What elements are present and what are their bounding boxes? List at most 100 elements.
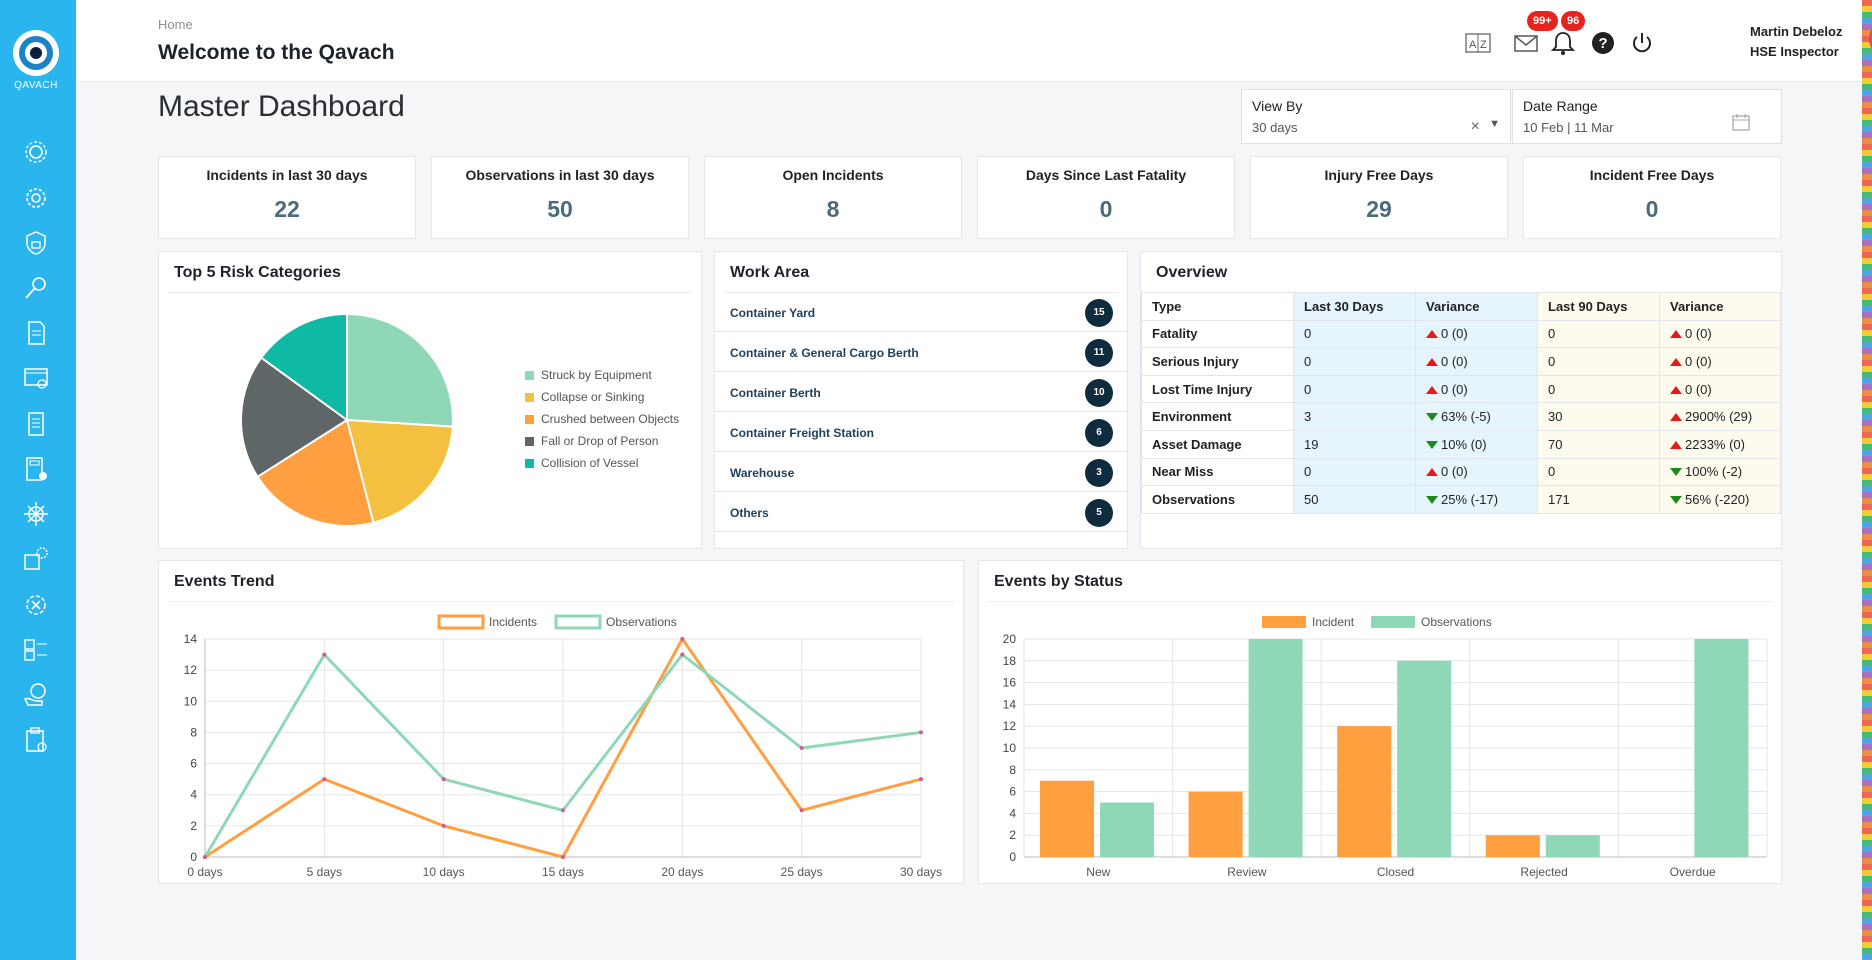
- kpi-days-since-fatality[interactable]: Days Since Last Fatality 0: [977, 156, 1235, 239]
- legend-item[interactable]: Collision of Vessel: [525, 456, 638, 470]
- user-role: HSE Inspector: [1750, 44, 1839, 59]
- kpi-incidents-30-days[interactable]: Incidents in last 30 days 22: [158, 156, 416, 239]
- panel-title: Top 5 Risk Categories: [174, 264, 341, 281]
- kpi-value: 8: [826, 196, 840, 222]
- arrow-down-icon: [1670, 495, 1682, 504]
- data-point: [799, 808, 804, 813]
- chevron-down-icon[interactable]: ▼: [1489, 118, 1500, 130]
- legend-item[interactable]: Fall or Drop of Person: [525, 434, 658, 448]
- row-type: Near Miss: [1141, 457, 1294, 487]
- legend-swatch: [525, 437, 534, 446]
- legend-swatch: [1371, 616, 1415, 628]
- sidebar-clipboard-icon[interactable]: [22, 726, 50, 754]
- data-point: [322, 777, 327, 782]
- view-by-select[interactable]: View By 30 days × ▼: [1241, 89, 1511, 144]
- svg-text:A: A: [1469, 39, 1477, 51]
- user-name: Martin Debeloz: [1750, 24, 1843, 39]
- row-variance-90: 0 (0): [1659, 347, 1781, 376]
- power-icon[interactable]: [1629, 30, 1655, 56]
- row-variance-90: 56% (-220): [1659, 485, 1781, 514]
- work-area-row[interactable]: Container Yard 15: [715, 292, 1127, 332]
- kpi-observations-30-days[interactable]: Observations in last 30 days 50: [431, 156, 689, 239]
- kpi-open-incidents[interactable]: Open Incidents 8: [704, 156, 962, 239]
- kpi-injury-free-days[interactable]: Injury Free Days 29: [1250, 156, 1508, 239]
- bar-incident: [1337, 726, 1392, 857]
- sidebar-helm-wheel-icon[interactable]: [22, 500, 50, 528]
- legend-item[interactable]: Struck by Equipment: [525, 368, 652, 382]
- kpi-incident-free-days[interactable]: Incident Free Days 0: [1523, 156, 1781, 239]
- y-tick-label: 16: [1003, 676, 1017, 690]
- help-icon[interactable]: ?: [1590, 30, 1616, 56]
- sidebar-gears-icon[interactable]: [22, 138, 50, 166]
- work-area-count: 6: [1085, 419, 1113, 447]
- sidebar-checklist-document-icon[interactable]: [22, 410, 50, 438]
- x-tick-label: 15 days: [542, 865, 584, 879]
- row-last-90: 0: [1537, 319, 1660, 349]
- bell-icon[interactable]: [1550, 30, 1576, 56]
- view-by-label: View By: [1252, 98, 1303, 114]
- column-header-variance-30: Variance: [1415, 292, 1538, 321]
- sidebar-forms-list-icon[interactable]: [22, 636, 50, 664]
- sidebar-dashboard-window-icon[interactable]: [22, 364, 50, 392]
- variance-value: 0 (0): [1685, 353, 1712, 369]
- overview-panel: Overview Type Last 30 Days Variance Last…: [1140, 251, 1782, 549]
- table-row: Serious Injury 0 0 (0) 0 0 (0): [1141, 347, 1781, 376]
- x-tick-label: New: [1086, 865, 1110, 879]
- avatar[interactable]: [1869, 20, 1872, 58]
- sidebar-security-shield-icon[interactable]: [22, 229, 50, 257]
- arrow-down-icon: [1670, 468, 1682, 477]
- mail-icon[interactable]: [1513, 30, 1539, 56]
- kpi-value: 29: [1366, 196, 1392, 222]
- clear-icon[interactable]: ×: [1470, 118, 1480, 135]
- work-area-row[interactable]: Warehouse 3: [715, 452, 1127, 492]
- legend-item[interactable]: Collapse or Sinking: [525, 390, 644, 404]
- table-header-row: Type Last 30 Days Variance Last 90 Days …: [1141, 292, 1781, 321]
- table-row: Fatality 0 0 (0) 0 0 (0): [1141, 319, 1781, 349]
- work-area-count: 10: [1085, 379, 1113, 407]
- y-tick-label: 20: [1003, 632, 1017, 646]
- breadcrumb[interactable]: Home: [158, 17, 193, 32]
- calendar-icon[interactable]: [1731, 112, 1751, 132]
- table-row: Observations 50 25% (-17) 171 56% (-220): [1141, 485, 1781, 514]
- work-area-row[interactable]: Others 5: [715, 492, 1127, 532]
- work-area-name: Container Berth: [730, 386, 821, 400]
- arrow-up-icon: [1426, 385, 1438, 394]
- legend-swatch: [525, 393, 534, 402]
- row-variance-30: 10% (0): [1415, 429, 1538, 459]
- legend-item[interactable]: Crushed between Objects: [525, 412, 679, 426]
- work-area-row[interactable]: Container Berth 10: [715, 372, 1127, 412]
- row-last-30: 3: [1293, 402, 1416, 431]
- kpi-label: Open Incidents: [782, 167, 884, 183]
- panel-title: Work Area: [730, 264, 810, 281]
- legend-label: Collapse or Sinking: [541, 390, 645, 404]
- y-tick-label: 4: [190, 788, 197, 802]
- sidebar-hands-globe-icon[interactable]: [22, 681, 50, 709]
- sidebar-equipment-settings-icon[interactable]: [22, 545, 50, 573]
- sidebar-calculator-icon[interactable]: [22, 455, 50, 483]
- pie-slice: [259, 312, 348, 422]
- sidebar-inspection-search-icon[interactable]: [22, 274, 50, 302]
- work-area-row[interactable]: Container & General Cargo Berth 11: [715, 332, 1127, 372]
- data-point: [441, 823, 446, 828]
- work-area-name: Container & General Cargo Berth: [730, 346, 919, 360]
- row-last-90: 0: [1537, 374, 1660, 404]
- y-tick-label: 14: [184, 632, 198, 646]
- qavach-logo[interactable]: [13, 30, 59, 76]
- row-type: Lost Time Injury: [1141, 374, 1294, 404]
- sidebar-tools-gear-icon[interactable]: [22, 591, 50, 619]
- data-point: [561, 808, 565, 813]
- x-tick-label: Closed: [1377, 865, 1414, 879]
- date-range-picker[interactable]: Date Range 10 Feb | 11 Mar: [1512, 89, 1782, 144]
- x-tick-label: 25 days: [781, 865, 823, 879]
- kpi-label: Observations in last 30 days: [465, 167, 655, 183]
- bar-observations: [1545, 835, 1600, 857]
- row-last-90: 0: [1537, 457, 1660, 487]
- risk-pie-chart: [240, 312, 454, 527]
- sidebar-report-document-icon[interactable]: [22, 319, 50, 347]
- row-type: Environment: [1141, 402, 1294, 431]
- bar-observations: [1397, 660, 1452, 857]
- sidebar-settings-icon[interactable]: [22, 184, 50, 212]
- variance-value: 0 (0): [1685, 326, 1712, 342]
- work-area-row[interactable]: Container Freight Station 6: [715, 412, 1127, 452]
